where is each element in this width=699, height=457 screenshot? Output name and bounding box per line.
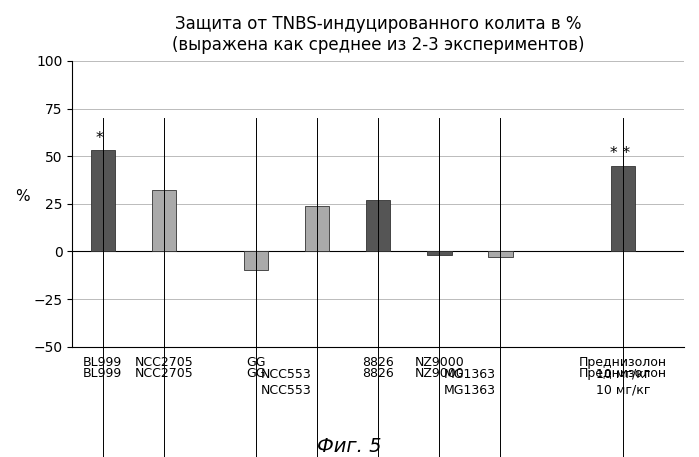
Text: NCC2705: NCC2705 xyxy=(135,356,194,369)
Text: NCC2705: NCC2705 xyxy=(135,367,194,380)
Bar xyxy=(611,166,635,251)
Text: BL999: BL999 xyxy=(83,356,122,369)
Text: Преднизолон: Преднизолон xyxy=(579,356,667,369)
Text: NZ9000: NZ9000 xyxy=(415,367,464,380)
Text: BL999: BL999 xyxy=(83,367,122,380)
Text: Фиг. 5: Фиг. 5 xyxy=(317,437,382,457)
Bar xyxy=(305,206,329,251)
Text: NZ9000: NZ9000 xyxy=(415,356,464,369)
Text: 10 мг/кг: 10 мг/кг xyxy=(596,384,650,397)
Text: 8826: 8826 xyxy=(362,356,394,369)
Bar xyxy=(91,150,115,251)
Bar xyxy=(243,251,268,271)
Bar xyxy=(427,251,452,255)
Text: GG: GG xyxy=(246,367,266,380)
Bar xyxy=(366,200,390,251)
Text: 8826: 8826 xyxy=(362,367,394,380)
Text: MG1363: MG1363 xyxy=(444,384,496,397)
Text: *: * xyxy=(96,131,103,146)
Bar xyxy=(152,191,176,251)
Y-axis label: %: % xyxy=(15,189,29,204)
Text: NCC553: NCC553 xyxy=(261,384,312,397)
Bar xyxy=(488,251,512,257)
Text: Преднизолон: Преднизолон xyxy=(579,367,667,380)
Text: GG: GG xyxy=(246,356,266,369)
Text: NCC553: NCC553 xyxy=(261,367,312,381)
Text: MG1363: MG1363 xyxy=(444,367,496,381)
Text: 10 мг/кг: 10 мг/кг xyxy=(596,367,650,381)
Title: Защита от TNBS-индуцированного колита в %
(выражена как среднее из 2-3 экспериме: Защита от TNBS-индуцированного колита в … xyxy=(172,15,584,54)
Text: * *: * * xyxy=(610,146,630,161)
